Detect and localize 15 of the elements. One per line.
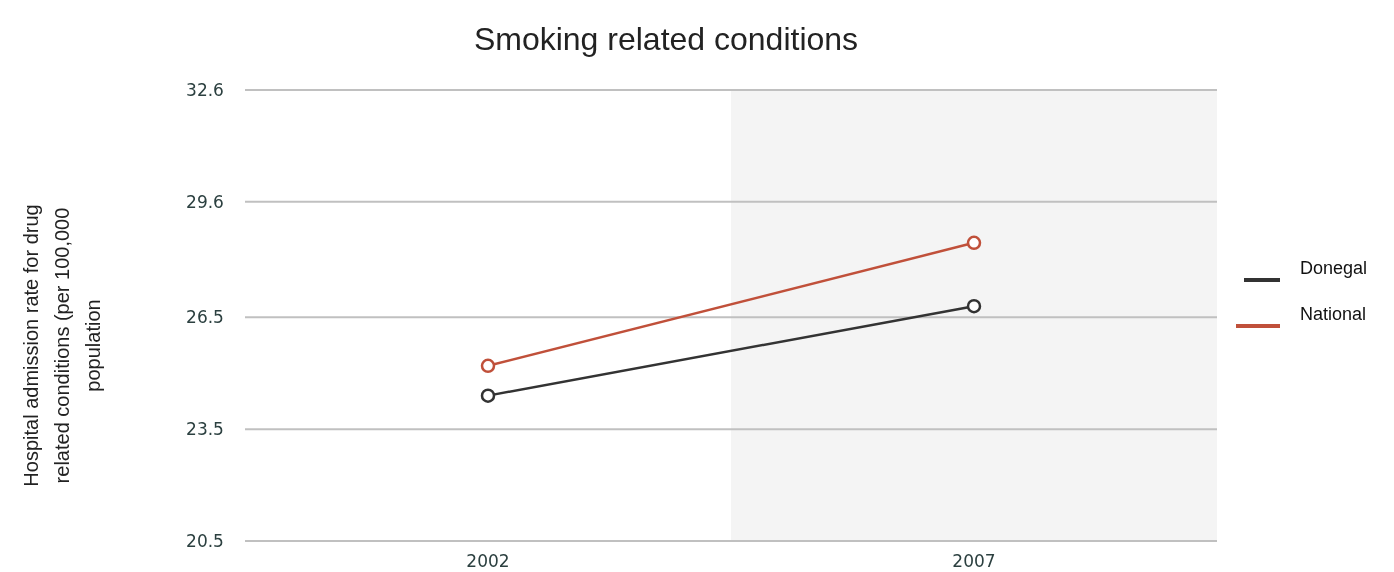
point — [966, 298, 982, 314]
point — [480, 358, 496, 374]
chart-title: Smoking related conditions — [473, 21, 859, 57]
y-tick-label: 26.5 — [186, 307, 224, 328]
y-tick-label: 32.6 — [186, 79, 224, 100]
legend-label: Donegal — [1300, 258, 1368, 278]
y-axis-title: Hospital admission rate for drug related conditions (per 100,000 population — [20, 204, 104, 487]
x-tick-label: 2002 — [466, 551, 510, 571]
point — [966, 235, 982, 251]
y-tick-label: 29.6 — [186, 191, 224, 212]
y-tick-label: 23.5 — [186, 419, 224, 440]
x-tick-label: 2007 — [952, 551, 996, 571]
y-tick-label: 20.5 — [186, 530, 224, 551]
point — [480, 388, 496, 403]
legend-label: National — [1300, 304, 1367, 324]
